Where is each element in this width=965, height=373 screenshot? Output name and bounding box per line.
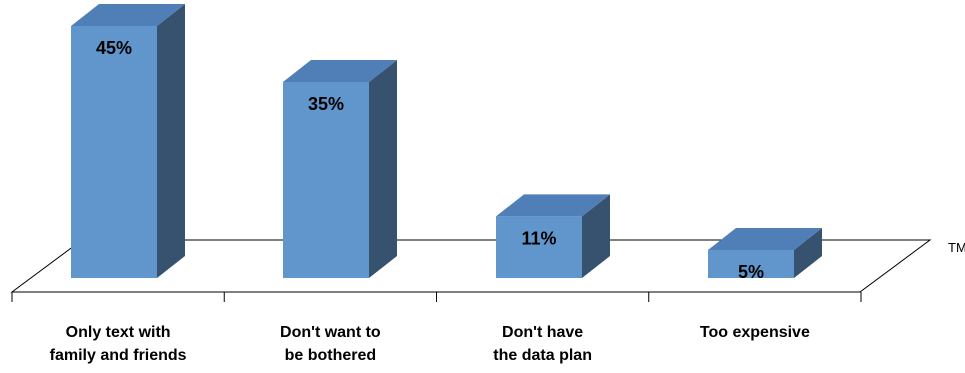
category-label: Only text with family and friends	[50, 324, 187, 364]
bar-side-face	[369, 60, 397, 278]
bar-front-face	[708, 250, 794, 278]
bar-side-face	[794, 228, 822, 278]
bar-top-face	[708, 228, 822, 250]
bar-front-face	[283, 82, 369, 278]
bar-top-face	[496, 194, 610, 217]
category-label: Don't want to be bothered	[280, 324, 381, 364]
data-label: 35%	[308, 94, 344, 114]
bar: 35%	[283, 60, 397, 278]
floor-plane	[10, 239, 932, 293]
category-label: Too expensive	[700, 324, 810, 341]
chart-floor	[10, 239, 932, 302]
bar-top-face	[283, 60, 397, 82]
trademark-mark: TM	[948, 240, 965, 255]
bar: 5%	[708, 228, 822, 282]
data-label: 5%	[738, 262, 764, 282]
category-labels-group: Only text with family and friends Don't wa…	[50, 324, 810, 364]
category-label: Don't have the data plan	[493, 324, 592, 364]
bar-front-face	[496, 216, 582, 278]
data-label: 45%	[96, 38, 132, 58]
bar-top-face	[71, 4, 185, 26]
bar: 11%	[496, 194, 610, 278]
bar-front-face	[71, 26, 157, 278]
data-label: 11%	[521, 228, 556, 248]
bar-side-face	[157, 4, 185, 278]
bar-side-face	[582, 194, 610, 278]
bar: 45%	[71, 4, 185, 278]
bars-group: 45% 35% 11% 5%	[71, 4, 822, 282]
